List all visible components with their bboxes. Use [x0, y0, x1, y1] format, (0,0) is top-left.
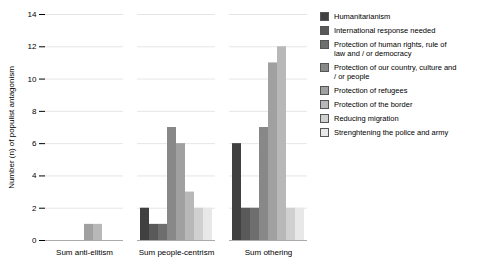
- svg-text:Sum anti-elitism: Sum anti-elitism: [56, 248, 113, 257]
- html-text:Protection of refugees: Protection of refugees: [334, 86, 408, 95]
- svg-text:4: 4: [32, 171, 37, 180]
- svg-text:8: 8: [32, 107, 37, 116]
- html-text:Protection of our country, cul: Protection of our country, culture and /…: [334, 63, 457, 81]
- html-text:Reducing migration: Reducing migration: [334, 114, 399, 123]
- svg-text:Sum people-centrism: Sum people-centrism: [139, 248, 215, 257]
- html-text:Protection of human rights, ru: Protection of human rights, rule of law …: [334, 40, 447, 58]
- svg-text:14: 14: [28, 10, 37, 19]
- html-text:International response needed: International response needed: [334, 26, 436, 35]
- svg-text:12: 12: [28, 42, 37, 51]
- svg-text:0: 0: [32, 236, 37, 245]
- html-text:Protection of the border: Protection of the border: [334, 100, 413, 109]
- svg-text:10: 10: [28, 75, 37, 84]
- svg-text:2: 2: [32, 204, 37, 213]
- html-text:Humanitarianism: Humanitarianism: [334, 12, 391, 21]
- svg-text:Number (n) of populist antagon: Number (n) of populist antagonism: [7, 66, 16, 189]
- svg-text:6: 6: [32, 139, 37, 148]
- svg-text:Sum othering: Sum othering: [245, 248, 293, 257]
- html-text:Strenghtening the police and a: Strenghtening the police and army: [334, 128, 449, 137]
